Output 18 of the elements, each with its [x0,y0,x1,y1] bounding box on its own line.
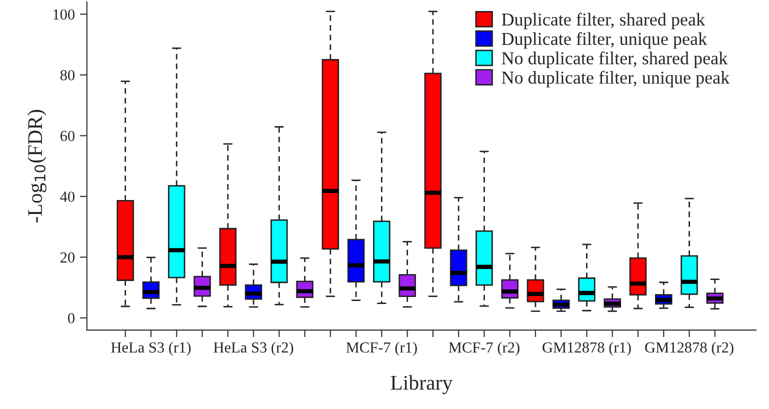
x-tick-label: GM12878 (r1) [542,342,631,356]
y-tick-label: 20 [60,252,75,263]
x-tick-label: HeLa S3 (r2) [214,342,294,356]
x-tick-label: MCF-7 (r1) [346,342,417,356]
legend-label: Duplicate filter, shared peak [502,12,706,30]
x-tick-label: MCF-7 (r2) [448,342,520,356]
y-axis-title: -Log$_{10}$(FDR) [27,110,46,222]
y-tick-label: 0 [68,313,75,324]
y-tick-label: 80 [60,70,75,80]
x-tick-label: HeLa S3 (r1) [111,342,191,356]
x-tick-label: GM12878 (r2) [645,342,734,356]
legend-label: No duplicate filter, shared peak [502,51,728,68]
legend-label: No duplicate filter, unique peak [502,70,730,88]
x-axis-title: Library [390,375,453,394]
y-tick-label: 100 [54,9,75,20]
y-tick-label: 40 [60,192,75,202]
legend-label: Duplicate filter, unique peak [502,32,708,49]
y-tick-label: 60 [60,130,75,142]
